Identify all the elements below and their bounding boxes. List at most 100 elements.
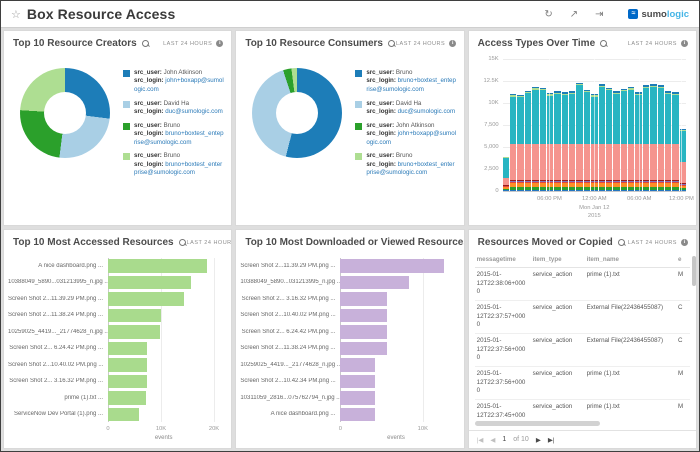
magnifier-icon[interactable] [387, 39, 396, 48]
legend-text: src_user: David Ha src_login: duc@sumolog… [366, 99, 456, 115]
stacked-bar[interactable] [598, 59, 605, 191]
legend-item: src_user: David Ha src_login: duc@sumolog… [123, 100, 225, 117]
expand-icon[interactable]: ↗ [569, 8, 579, 20]
legend-text: src_user: Bruno src_login: bruno+boxtest_… [366, 69, 456, 93]
bar[interactable] [340, 391, 375, 405]
favorite-star-icon[interactable]: ☆ [11, 8, 21, 21]
bar[interactable] [108, 358, 148, 372]
bar[interactable] [108, 407, 139, 421]
bar[interactable] [108, 292, 185, 306]
bar[interactable] [340, 259, 445, 273]
panel-header: Top 10 Most Downloaded or Viewed Resourc… [236, 230, 463, 251]
refresh-icon[interactable]: ↻ [544, 8, 553, 20]
stacked-bar[interactable] [628, 59, 635, 191]
bar-label: 10259025_4419..._21774628_n.jpg ... [8, 328, 108, 335]
info-icon[interactable]: i [680, 40, 688, 47]
table-cell: service_action [532, 271, 573, 278]
downloaded-bar-chart[interactable]: Screen Shot 2...11.39.29 PM.png ... 10388… [240, 256, 453, 446]
bar[interactable] [108, 374, 147, 388]
next-page-button[interactable]: ▶ [535, 436, 541, 444]
legend-swatch [355, 100, 363, 108]
x-axis-tick: 06:00 AM [626, 196, 652, 202]
stacked-bar[interactable] [502, 59, 510, 191]
bar[interactable] [340, 407, 375, 421]
stacked-bar[interactable] [554, 59, 561, 191]
stacked-bar[interactable] [679, 59, 687, 191]
table-row: 2015-01-12T22:37:57+0000 service_action Ex… [474, 301, 690, 335]
bar-label: A nice dashboard.png ... [270, 411, 336, 418]
y-axis-tick: 15K [488, 56, 499, 62]
panel-title: Top 10 Most Accessed Resources [13, 237, 174, 248]
stacked-bar[interactable] [635, 59, 642, 191]
bar[interactable] [108, 275, 192, 289]
stacked-bar[interactable] [605, 59, 613, 191]
column-header[interactable]: item_type [532, 256, 562, 263]
bar-row: ServiceNow Dev Portal (1).png ... [8, 407, 219, 423]
bar[interactable] [108, 308, 161, 322]
bar-label: prime (1).txt ... [64, 394, 103, 401]
vertical-scrollbar[interactable] [691, 256, 696, 286]
first-page-button[interactable]: |◀ [476, 436, 484, 444]
stacked-bar[interactable] [561, 59, 569, 191]
legend-swatch [123, 122, 130, 130]
panel-title: Access Types Over Time [477, 38, 596, 49]
x-axis-tick: 0 [106, 426, 110, 432]
stacked-bar[interactable] [657, 59, 664, 191]
bar[interactable] [340, 341, 388, 355]
info-icon[interactable]: i [216, 40, 224, 47]
bar-label: Screen Shot 2...11.39.29 PM.png ... [240, 262, 336, 269]
bar[interactable] [340, 308, 387, 322]
y-axis-tick: 7,500 [484, 122, 499, 128]
bar[interactable] [340, 275, 409, 289]
table-cell: External File(22436455087) [586, 337, 664, 345]
bar[interactable] [340, 374, 375, 388]
stacked-bar[interactable] [672, 59, 679, 191]
stacked-bar[interactable] [613, 59, 620, 191]
share-icon[interactable]: ⇥ [595, 8, 604, 20]
stacked-bar[interactable] [532, 59, 539, 191]
stacked-bar[interactable] [517, 59, 524, 191]
magnifier-icon[interactable] [141, 39, 150, 48]
bar[interactable] [108, 391, 147, 405]
bar[interactable] [108, 259, 207, 273]
bar-label: 10388049_5890...031213995_n.jpg ... [240, 279, 341, 286]
stacked-bar[interactable] [583, 59, 591, 191]
column-header[interactable]: item_name [586, 256, 619, 263]
creators-legend: src_user: John Atkinson src_login: john+b… [123, 68, 225, 177]
bar[interactable] [340, 358, 375, 372]
table-cell: service_action [532, 403, 573, 411]
stacked-bar[interactable] [576, 59, 583, 191]
access-types-chart[interactable]: 15K 12.5K 10K 7,500 5,000 2,500 0 06:00 PM 12:00… [484, 56, 694, 219]
bar-row: Screen Shot 2...11.38.24 PM.png ... [240, 341, 451, 357]
bar[interactable] [340, 325, 387, 339]
dashboard-header: ☆ Box Resource Access ↻ ↗ ⇥ ≈ sumo logic [1, 1, 699, 28]
table-cell: service_action [532, 370, 573, 378]
horizontal-scrollbar[interactable] [474, 421, 600, 426]
info-icon[interactable]: i [680, 239, 688, 246]
magnifier-icon[interactable] [617, 238, 626, 247]
bar-label: Screen Shot 2...11.38.24 PM.png ... [240, 345, 336, 352]
consumers-donut-chart[interactable] [252, 68, 343, 158]
prev-page-button[interactable]: ◀ [490, 436, 496, 444]
accessed-bar-chart[interactable]: A nice dashboard.png ... 10388049_5890...… [8, 256, 221, 446]
bar[interactable] [108, 341, 148, 355]
info-icon[interactable]: i [449, 40, 457, 47]
creators-donut-chart[interactable] [20, 68, 110, 158]
stacked-bar[interactable] [620, 59, 628, 191]
last-page-button[interactable]: ▶| [547, 436, 555, 444]
stacked-bar[interactable] [664, 59, 672, 191]
legend-item: src_user: John Atkinson src_login: john+b… [123, 69, 225, 94]
bar[interactable] [108, 325, 161, 339]
stacked-bar[interactable] [569, 59, 576, 191]
magnifier-icon[interactable] [600, 39, 608, 48]
column-header[interactable]: e [677, 256, 682, 263]
panel-header: Access Types Over Time LAST 24 HOURS i [469, 31, 696, 52]
stacked-bar[interactable] [510, 59, 517, 191]
stacked-bar[interactable] [642, 59, 650, 191]
bar[interactable] [340, 292, 387, 306]
stacked-bar[interactable] [650, 59, 657, 191]
stacked-bar[interactable] [524, 59, 532, 191]
column-header[interactable]: messagetime [476, 256, 516, 263]
stacked-bar[interactable] [539, 59, 546, 191]
magnifier-icon[interactable] [178, 238, 187, 247]
